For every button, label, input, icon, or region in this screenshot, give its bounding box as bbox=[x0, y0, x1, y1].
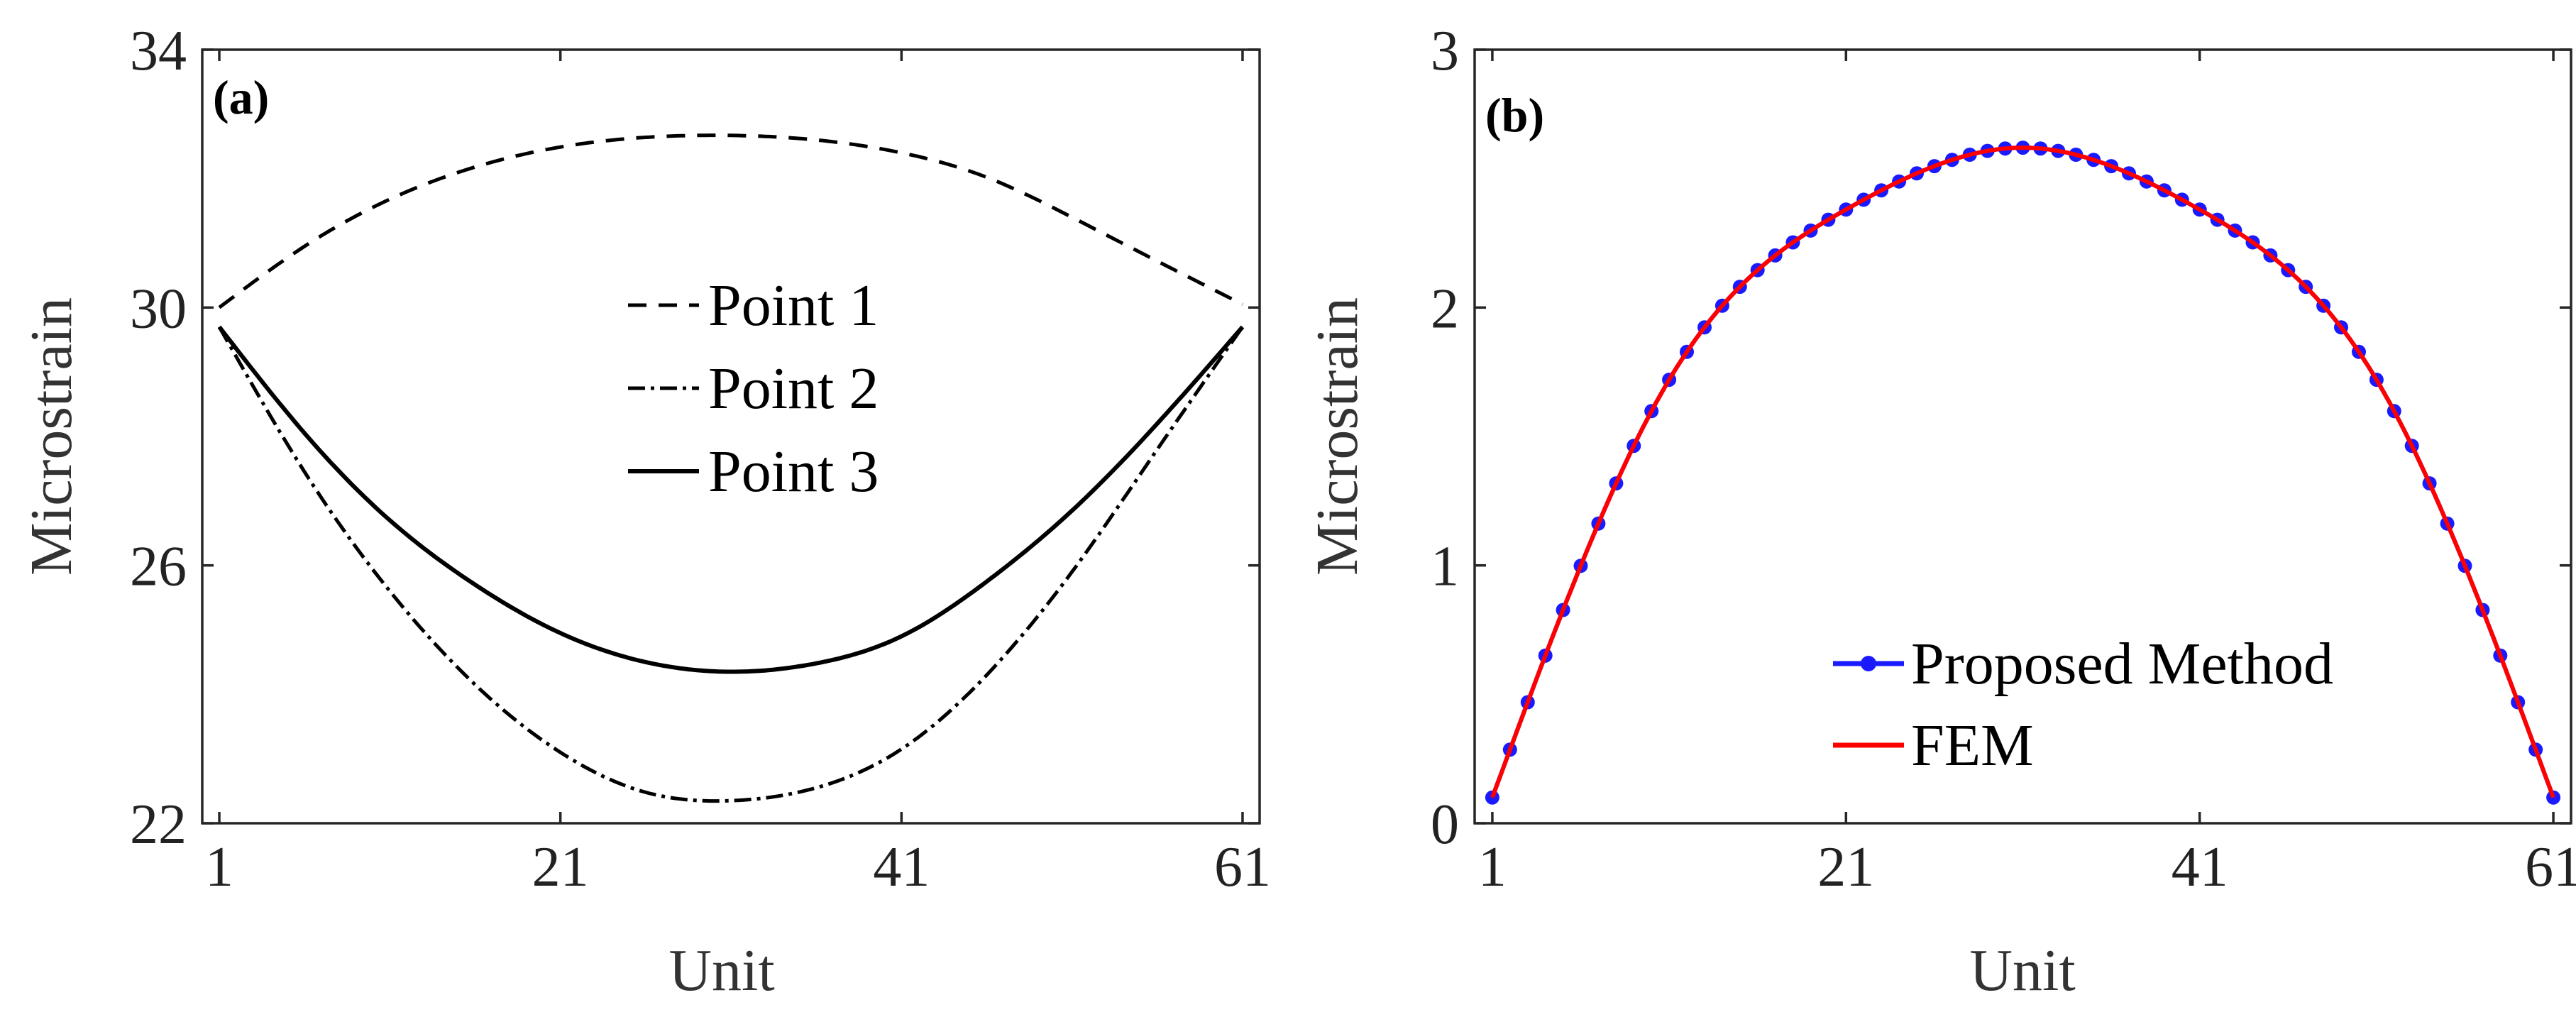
legend-b: Proposed Method FEM bbox=[1833, 631, 2333, 779]
series-line-fem bbox=[1490, 145, 2555, 798]
y-tick-label: 30 bbox=[130, 277, 187, 340]
series-line-point-1 bbox=[218, 133, 1244, 309]
x-axis-label-a: Unit bbox=[668, 938, 774, 1004]
legend-a: Point 1 Point 2 Point 3 bbox=[628, 273, 879, 505]
x-tick-label: 21 bbox=[532, 836, 589, 898]
panel-label-a: (a) bbox=[213, 70, 269, 124]
x-tick-label: 21 bbox=[1817, 836, 1874, 898]
y-axis-label-a: Microstrain bbox=[18, 297, 84, 576]
y-tick-label: 26 bbox=[130, 536, 187, 598]
x-tick-label: 1 bbox=[1478, 836, 1507, 898]
legend-label-point-2: Point 2 bbox=[708, 356, 879, 422]
y-tick-label: 1 bbox=[1431, 536, 1459, 598]
legend-label-point-1: Point 1 bbox=[708, 273, 879, 339]
panel-label-b: (b) bbox=[1485, 88, 1544, 142]
y-axis-label-b: Microstrain bbox=[1304, 297, 1370, 576]
x-tick-label: 61 bbox=[1214, 836, 1271, 898]
x-tick-label: 41 bbox=[2172, 836, 2228, 898]
x-tick-label: 41 bbox=[873, 836, 930, 898]
series-line-proposed-method bbox=[1490, 145, 2555, 798]
ticks-a: 1 21 41 61 22 26 30 34 bbox=[130, 20, 1271, 898]
chart-panel-a: (a) Unit Microstrain 1 21 41 61 22 26 30 34 Poi… bbox=[18, 20, 1271, 1004]
x-tick-label: 61 bbox=[2525, 836, 2576, 898]
y-tick-label: 34 bbox=[130, 20, 187, 82]
x-axis-label-b: Unit bbox=[1969, 938, 2075, 1004]
y-tick-label: 2 bbox=[1431, 277, 1459, 340]
series-line-point-2 bbox=[217, 326, 1245, 803]
legend-label-point-3: Point 3 bbox=[708, 439, 879, 505]
x-tick-label: 1 bbox=[205, 836, 233, 898]
plot-frame-a bbox=[201, 48, 1261, 825]
plot-frame-b bbox=[1473, 48, 2572, 825]
series-a bbox=[217, 133, 1245, 803]
series-b bbox=[1485, 141, 2561, 805]
legend-label-fem: FEM bbox=[1911, 713, 2034, 779]
series-line-point-3 bbox=[217, 325, 1245, 674]
legend-label-proposed-method: Proposed Method bbox=[1911, 631, 2333, 697]
legend-marker-proposed-method bbox=[1861, 656, 1876, 671]
y-tick-label: 3 bbox=[1431, 20, 1459, 82]
y-tick-label: 22 bbox=[130, 793, 187, 856]
y-tick-label: 0 bbox=[1431, 793, 1459, 856]
